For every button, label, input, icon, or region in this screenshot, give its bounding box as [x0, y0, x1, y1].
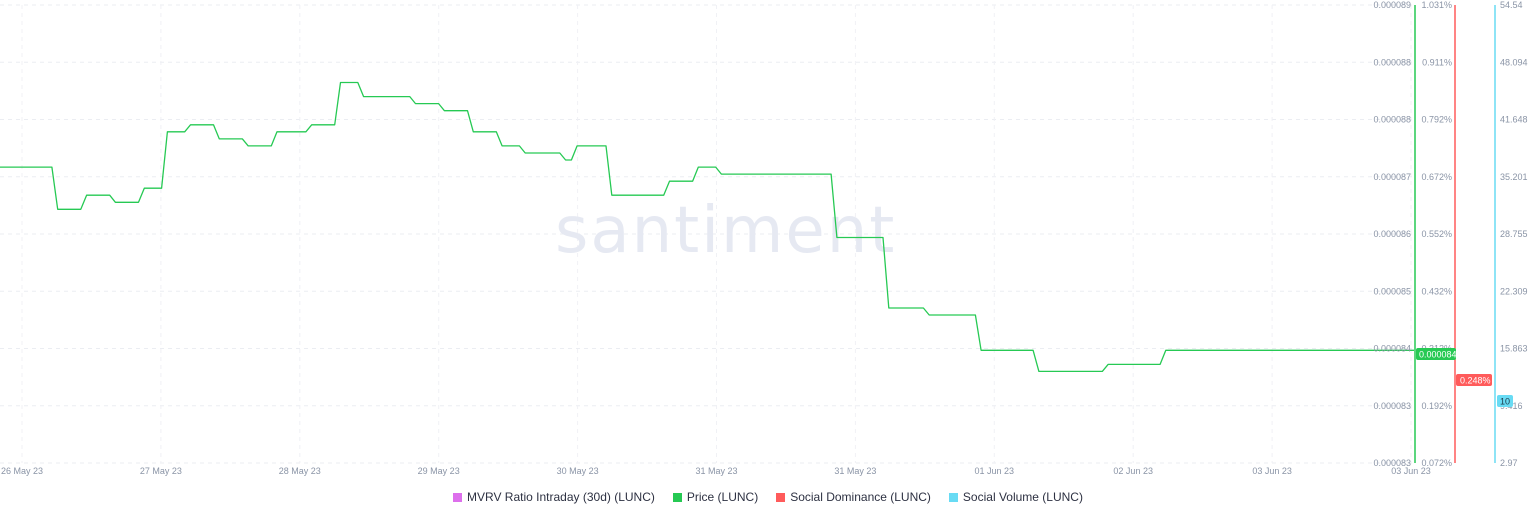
- legend: MVRV Ratio Intraday (30d) (LUNC) Price (…: [0, 490, 1536, 504]
- x-tick-label: 29 May 23: [418, 466, 460, 476]
- dominance-badge: 0.248%: [1456, 374, 1492, 386]
- dominance-badge-text: 0.248%: [1460, 376, 1491, 386]
- x-tick-label: 28 May 23: [279, 466, 321, 476]
- volume-tick-label: 15.863: [1500, 344, 1528, 354]
- legend-item-mvrv[interactable]: MVRV Ratio Intraday (30d) (LUNC): [453, 490, 655, 504]
- dominance-tick-label: 0.672%: [1421, 172, 1452, 182]
- x-tick-label: 31 May 23: [695, 466, 737, 476]
- legend-label-dominance: Social Dominance (LUNC): [790, 490, 931, 504]
- dominance-tick-label: 0.552%: [1421, 229, 1452, 239]
- dominance-tick-label: 0.432%: [1421, 286, 1452, 296]
- price-axis: 0.000089 0.000088 0.000088 0.000087 0.000086…: [1373, 0, 1416, 468]
- dominance-badge-bg: [1456, 374, 1492, 386]
- volume-tick-label: 48.094: [1500, 57, 1528, 67]
- volume-badge-bg: [1497, 395, 1513, 407]
- x-tick-label: 31 May 23: [834, 466, 876, 476]
- price-badge-bg: [1416, 348, 1456, 360]
- price-tick-label: 0.000085: [1373, 286, 1411, 296]
- x-axis: 26 May 23 27 May 23 28 May 23 29 May 23 30 M…: [1, 466, 1431, 476]
- volume-tick-label: 28.755: [1500, 229, 1528, 239]
- price-tick-label: 0.000088: [1373, 57, 1411, 67]
- price-tick-label: 0.000088: [1373, 115, 1411, 125]
- price-tick-label: 0.000086: [1373, 229, 1411, 239]
- dominance-tick-label: 1.031%: [1421, 0, 1452, 10]
- volume-tick-label: 41.648: [1500, 115, 1528, 125]
- volume-tick-label: 2.97: [1500, 458, 1518, 468]
- dominance-tick-label: 0.072%: [1421, 458, 1452, 468]
- price-tick-label: 0.000087: [1373, 172, 1411, 182]
- legend-swatch-dominance: [776, 492, 786, 502]
- price-tick-label: 0.000083: [1373, 458, 1411, 468]
- volume-badge-text: 10: [1500, 397, 1510, 407]
- volume-tick-label: 35.201: [1500, 172, 1528, 182]
- x-tick-label: 30 May 23: [557, 466, 599, 476]
- dominance-tick-label: 0.192%: [1421, 401, 1452, 411]
- volume-tick-label: 54.54: [1500, 0, 1523, 10]
- chart-grid: [0, 4, 1414, 464]
- price-tick-label: 0.000083: [1373, 401, 1411, 411]
- santiment-watermark: santiment: [555, 194, 896, 268]
- legend-item-volume[interactable]: Social Volume (LUNC): [948, 490, 1083, 504]
- x-tick-label: 26 May 23: [1, 466, 43, 476]
- x-tick-label: 03 Jun 23: [1252, 466, 1292, 476]
- price-tick-label: 0.000084: [1373, 344, 1411, 354]
- x-tick-label: 03 Jun 23: [1391, 466, 1431, 476]
- volume-tick-label: 22.309: [1500, 286, 1528, 296]
- dominance-tick-label: 0.792%: [1421, 115, 1452, 125]
- legend-swatch-volume: [948, 492, 958, 502]
- x-tick-label: 02 Jun 23: [1113, 466, 1153, 476]
- price-badge-text: 0.000084: [1419, 350, 1457, 360]
- volume-badge: 10: [1497, 395, 1513, 407]
- legend-label-volume: Social Volume (LUNC): [962, 490, 1083, 504]
- legend-label-mvrv: MVRV Ratio Intraday (30d) (LUNC): [467, 490, 655, 504]
- dominance-tick-label: 0.911%: [1422, 57, 1452, 67]
- legend-item-dominance[interactable]: Social Dominance (LUNC): [776, 490, 931, 504]
- x-tick-label: 01 Jun 23: [975, 466, 1015, 476]
- x-tick-label: 27 May 23: [140, 466, 182, 476]
- legend-label-price: Price (LUNC): [686, 490, 759, 504]
- series-layer: [0, 81, 1414, 373]
- price-series-line: [0, 81, 1414, 373]
- legend-swatch-price: [672, 492, 682, 502]
- legend-swatch-mvrv: [453, 492, 463, 502]
- price-tick-label: 0.000089: [1373, 0, 1411, 10]
- dominance-axis: 1.031%0.911%0.792%0.672%0.552%0.432%0.31…: [1421, 0, 1456, 468]
- price-badge: 0.000084: [1416, 348, 1457, 360]
- legend-item-price[interactable]: Price (LUNC): [672, 490, 759, 504]
